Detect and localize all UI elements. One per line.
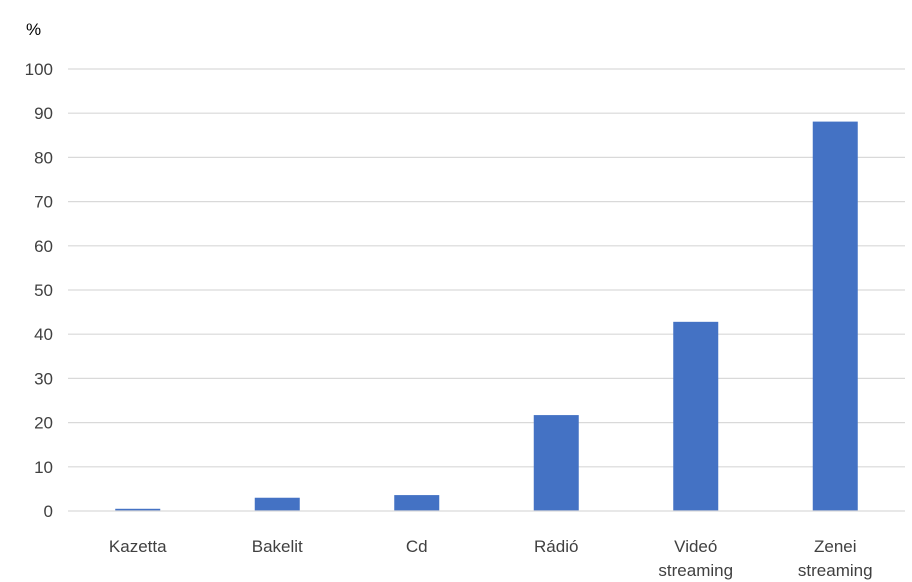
y-tick-label-30: 30 [34, 369, 53, 388]
x-tick-label-4: Rádió [534, 537, 578, 556]
bar-6 [812, 121, 858, 512]
x-tick-label-5: Videó streaming [658, 537, 733, 580]
y-tick-label-60: 60 [34, 237, 53, 256]
x-tick-label-3: Cd [406, 537, 428, 556]
y-tick-label-90: 90 [34, 104, 53, 123]
bar-1 [115, 508, 161, 511]
y-tick-label-80: 80 [34, 148, 53, 167]
bars [115, 121, 858, 512]
y-tick-label-70: 70 [34, 193, 53, 212]
bar-4 [533, 415, 579, 511]
x-tick-label-6: Zenei streaming [798, 537, 873, 580]
bar-2 [254, 497, 300, 511]
y-axis-ticks: 0 10 20 30 40 50 60 70 80 90 100 [25, 60, 53, 521]
y-axis-unit-label: % [26, 20, 41, 39]
x-axis-labels: Kazetta Bakelit Cd Rádió Videó streaming Zenei… [109, 537, 873, 580]
bar-5 [673, 321, 719, 511]
y-tick-label-0: 0 [44, 502, 53, 521]
y-tick-label-10: 10 [34, 458, 53, 477]
bar-3 [394, 495, 440, 511]
gridlines [68, 68, 905, 468]
x-tick-label-1: Kazetta [109, 537, 167, 556]
y-tick-label-100: 100 [25, 60, 53, 79]
y-tick-label-40: 40 [34, 325, 53, 344]
y-tick-label-20: 20 [34, 414, 53, 433]
y-tick-label-50: 50 [34, 281, 53, 300]
x-tick-label-2: Bakelit [252, 537, 303, 556]
